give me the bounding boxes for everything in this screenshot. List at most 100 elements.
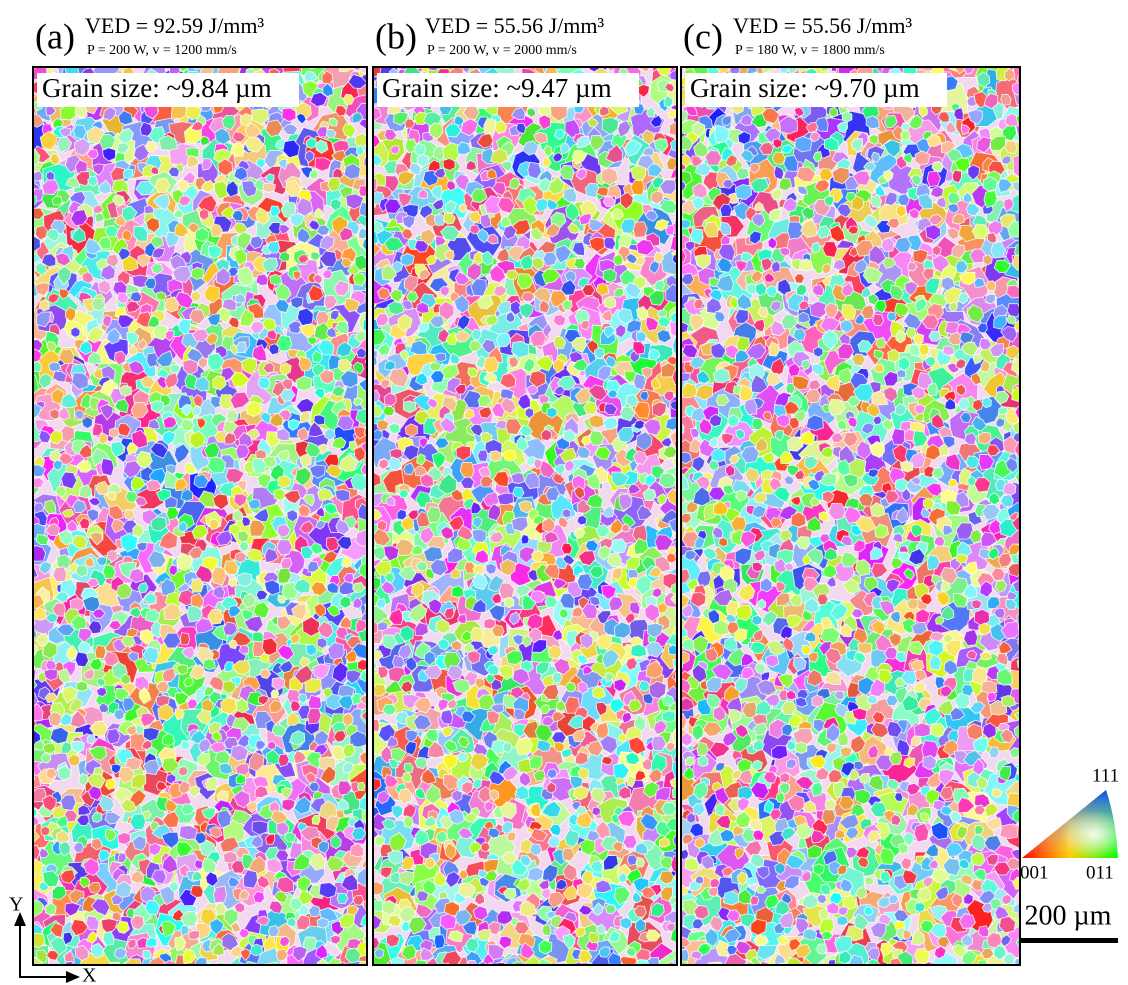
figure: Grain size: ~9.84 µm(a)VED = 92.59 J/mm³… <box>0 0 1128 985</box>
grain <box>478 450 488 462</box>
grain <box>11 155 25 170</box>
grain <box>405 424 417 437</box>
grain <box>613 972 629 985</box>
grain <box>393 981 401 985</box>
grain <box>1023 52 1044 73</box>
grain <box>634 374 646 390</box>
grain <box>401 253 414 266</box>
grain <box>404 979 417 985</box>
grain <box>645 46 672 68</box>
grain <box>453 968 466 980</box>
grain <box>443 159 455 171</box>
grain <box>981 37 1011 63</box>
grain <box>75 652 88 667</box>
grain <box>24 426 33 437</box>
grain <box>1023 318 1046 339</box>
grain <box>23 374 32 383</box>
grain <box>2 347 27 375</box>
grain <box>21 651 31 662</box>
grain <box>231 964 258 985</box>
grain <box>12 68 22 79</box>
grain <box>388 302 404 315</box>
grain <box>377 622 387 631</box>
grain <box>329 118 337 126</box>
grain <box>566 979 576 985</box>
grain <box>401 966 411 976</box>
grain <box>0 253 28 289</box>
grain <box>432 970 463 985</box>
grain <box>1031 129 1060 158</box>
grain <box>635 976 651 985</box>
grain <box>370 882 384 896</box>
grain <box>547 969 564 984</box>
grain <box>369 719 380 732</box>
grain <box>49 362 61 372</box>
grain <box>279 252 289 262</box>
grain <box>1021 283 1043 310</box>
grain <box>271 690 279 698</box>
grain <box>444 971 457 985</box>
grain <box>165 972 179 985</box>
grain <box>1027 225 1053 259</box>
grain <box>15 460 27 475</box>
grain <box>340 596 351 608</box>
grain <box>580 46 598 63</box>
grain <box>128 939 136 948</box>
grain <box>236 342 246 353</box>
grain <box>117 833 130 845</box>
grain <box>3 453 26 480</box>
grain <box>0 834 31 863</box>
grain <box>118 853 126 863</box>
grain <box>1039 209 1070 234</box>
grain <box>1035 261 1068 294</box>
grain <box>31 972 45 985</box>
grain <box>19 722 34 737</box>
grain <box>631 644 647 657</box>
grain <box>256 274 268 286</box>
grain <box>370 406 383 417</box>
grain <box>15 478 26 490</box>
grain <box>14 107 24 120</box>
grain <box>636 857 645 867</box>
grain <box>627 776 635 788</box>
grain <box>1030 183 1054 209</box>
grain <box>27 808 37 816</box>
grain <box>1024 281 1054 315</box>
grain <box>20 877 30 888</box>
grain <box>180 633 190 645</box>
grain <box>526 970 539 982</box>
grain <box>308 561 319 572</box>
grain <box>4 321 24 345</box>
grain <box>189 931 200 940</box>
grain <box>390 968 402 979</box>
grain <box>14 621 34 645</box>
grain <box>48 973 57 984</box>
grain <box>317 47 330 64</box>
grain <box>5 454 33 477</box>
grain <box>317 918 328 928</box>
grain <box>972 28 1011 66</box>
grain <box>274 489 286 501</box>
grain <box>631 180 644 195</box>
grain <box>30 361 42 371</box>
grain <box>16 138 28 151</box>
grain <box>1030 309 1052 342</box>
grain <box>594 976 611 985</box>
grain <box>273 973 301 985</box>
page: {"panels": [ {"label": "(a)", "ved": "VE… <box>0 0 1128 985</box>
grain <box>628 966 643 979</box>
grain <box>418 976 429 985</box>
grain <box>4 611 34 641</box>
grain <box>312 815 320 824</box>
grain <box>215 903 226 915</box>
grain <box>326 980 340 985</box>
grain <box>521 535 529 544</box>
grain <box>76 681 88 691</box>
grain <box>235 552 247 563</box>
grain <box>579 971 609 985</box>
grain <box>524 979 540 985</box>
grain <box>269 56 278 66</box>
grain <box>43 743 56 753</box>
grain <box>359 981 373 985</box>
grain <box>309 979 326 985</box>
